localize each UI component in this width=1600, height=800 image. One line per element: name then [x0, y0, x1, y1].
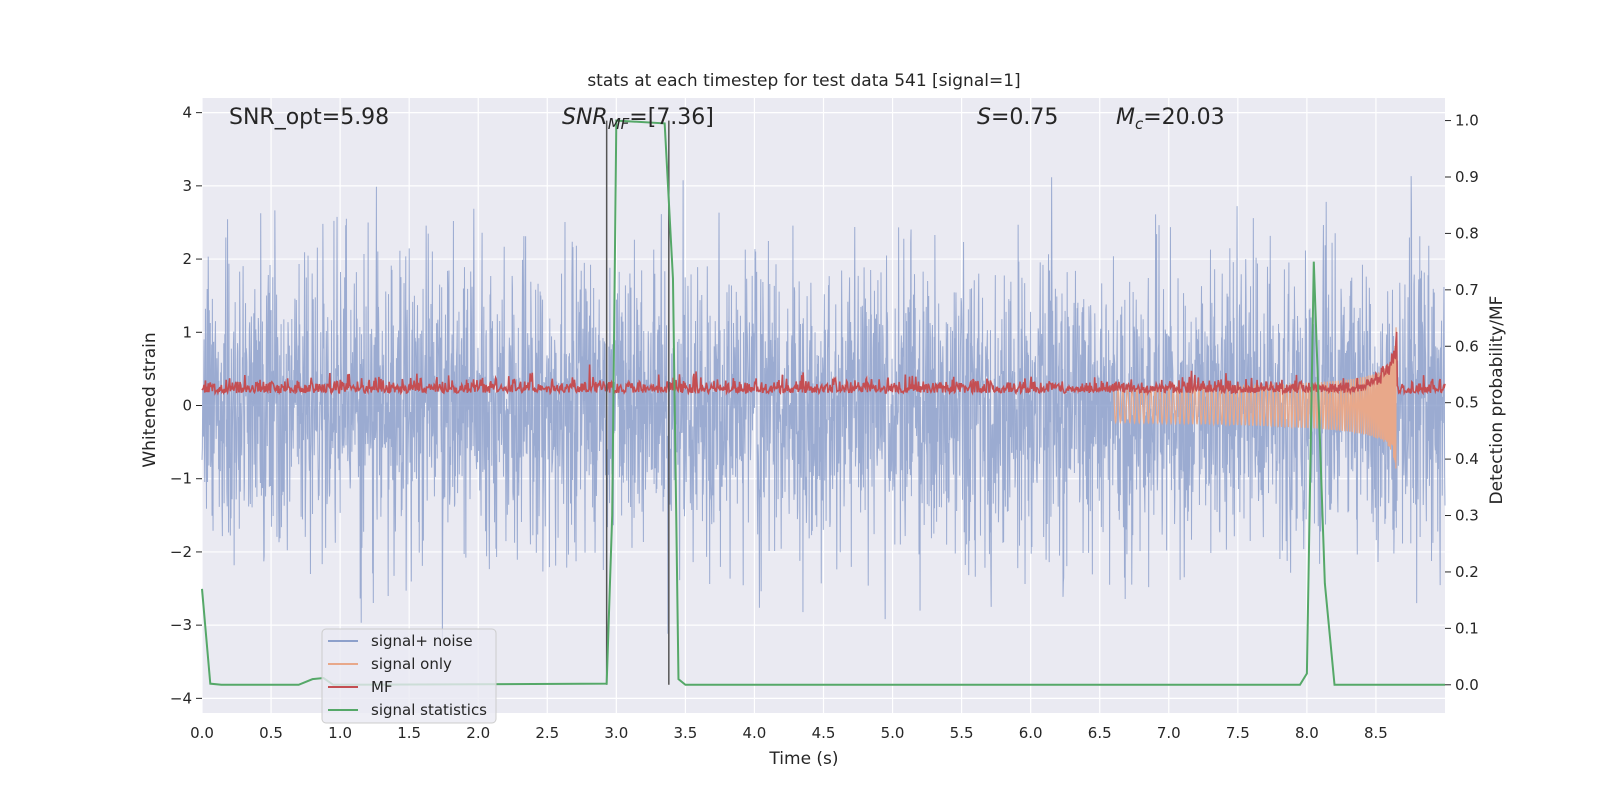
legend-box [321, 628, 497, 724]
y-tick-label-left: 4 [182, 104, 192, 122]
y-tick-label-left: −4 [170, 689, 192, 707]
y-tick-label-right: 0.8 [1455, 224, 1479, 242]
y-tick-label-right: 0.9 [1455, 168, 1479, 186]
annotation-mc: Mc=20.03 [1116, 105, 1225, 133]
annotation-snr-opt: SNR_opt=5.98 [229, 105, 389, 130]
x-tick-label: 5.5 [950, 724, 974, 742]
line-signal-statistics [201, 119, 1445, 686]
y-axis-label-right: Detection probability/MF [1487, 296, 1507, 505]
line-mf [201, 331, 1446, 397]
x-tick-label: 7.5 [1226, 724, 1250, 742]
x-tick-label: 6.5 [1088, 724, 1112, 742]
y-tick-label-left: −1 [170, 470, 192, 488]
x-tick-label: 1.5 [397, 724, 421, 742]
x-tick-label: 0.0 [190, 724, 214, 742]
y-tick-label-right: 0.1 [1455, 619, 1479, 637]
x-ticks: 0.0 0.5 1.0 1.5 2.0 2.5 3.0 3.5 4.0 4.5 5.0 5.5 6.0 6… [190, 724, 1388, 742]
y-tick-label-left: 3 [182, 177, 192, 195]
y-tick-label-right: 0.4 [1455, 450, 1479, 468]
legend-label-signal-statistics: signal statistics [371, 701, 487, 719]
y-tick-label-right: 1.0 [1455, 112, 1479, 130]
y-tick-label-right: 0.0 [1455, 676, 1479, 694]
y-tick-label-right: 0.2 [1455, 563, 1479, 581]
y-tick-label-left: 1 [182, 323, 192, 341]
x-tick-label: 8.5 [1364, 724, 1388, 742]
y-tick-label-left: 0 [182, 397, 192, 415]
x-tick-label: 8.0 [1295, 724, 1319, 742]
legend-label-signal-plus-noise: signal+ noise [371, 632, 473, 650]
annotation-s: S=0.75 [977, 105, 1058, 130]
x-tick-label: 1.0 [328, 724, 352, 742]
x-tick-label: 3.0 [604, 724, 628, 742]
x-tick-label: 5.0 [881, 724, 905, 742]
series-signal-statistics [201, 119, 1445, 686]
legend-label-signal-only: signal only [371, 655, 452, 673]
series-signal-plus-noise [201, 176, 1446, 645]
x-tick-label: 2.5 [535, 724, 559, 742]
y-tick-label-right: 0.3 [1455, 507, 1479, 525]
y-tick-label-left: −3 [170, 616, 192, 634]
x-tick-label: 3.5 [673, 724, 697, 742]
x-tick-label: 4.0 [743, 724, 767, 742]
y-tick-label-right: 0.6 [1455, 337, 1479, 355]
y-ticks-left: 4 3 2 1 0 −1 −2 −3 −4 [170, 104, 202, 707]
line-signal-plus-noise [201, 176, 1446, 645]
y-axis-label-left: Whitened strain [140, 332, 160, 467]
y-ticks-right: 1.0 0.9 0.8 0.7 0.6 0.5 0.4 0.3 0.2 0.1 0.0 [1445, 112, 1479, 694]
series-mf [201, 331, 1446, 397]
legend: signal+ noise signal only MF signal stat… [321, 628, 497, 724]
x-tick-label: 7.0 [1157, 724, 1181, 742]
chart-title: stats at each timestep for test data 541… [587, 71, 1020, 91]
y-tick-label-right: 0.5 [1455, 394, 1479, 412]
annotation-snr-mf: SNRMF=[7.36] [562, 105, 714, 133]
y-tick-label-right: 0.7 [1455, 281, 1479, 299]
x-tick-label: 0.5 [259, 724, 283, 742]
y-tick-label-left: −2 [170, 543, 192, 561]
x-tick-label: 2.0 [466, 724, 490, 742]
x-axis-label: Time (s) [768, 749, 838, 769]
legend-label-mf: MF [371, 678, 393, 696]
x-tick-label: 4.5 [812, 724, 836, 742]
x-tick-label: 6.0 [1019, 724, 1043, 742]
y-tick-label-left: 2 [182, 250, 192, 268]
